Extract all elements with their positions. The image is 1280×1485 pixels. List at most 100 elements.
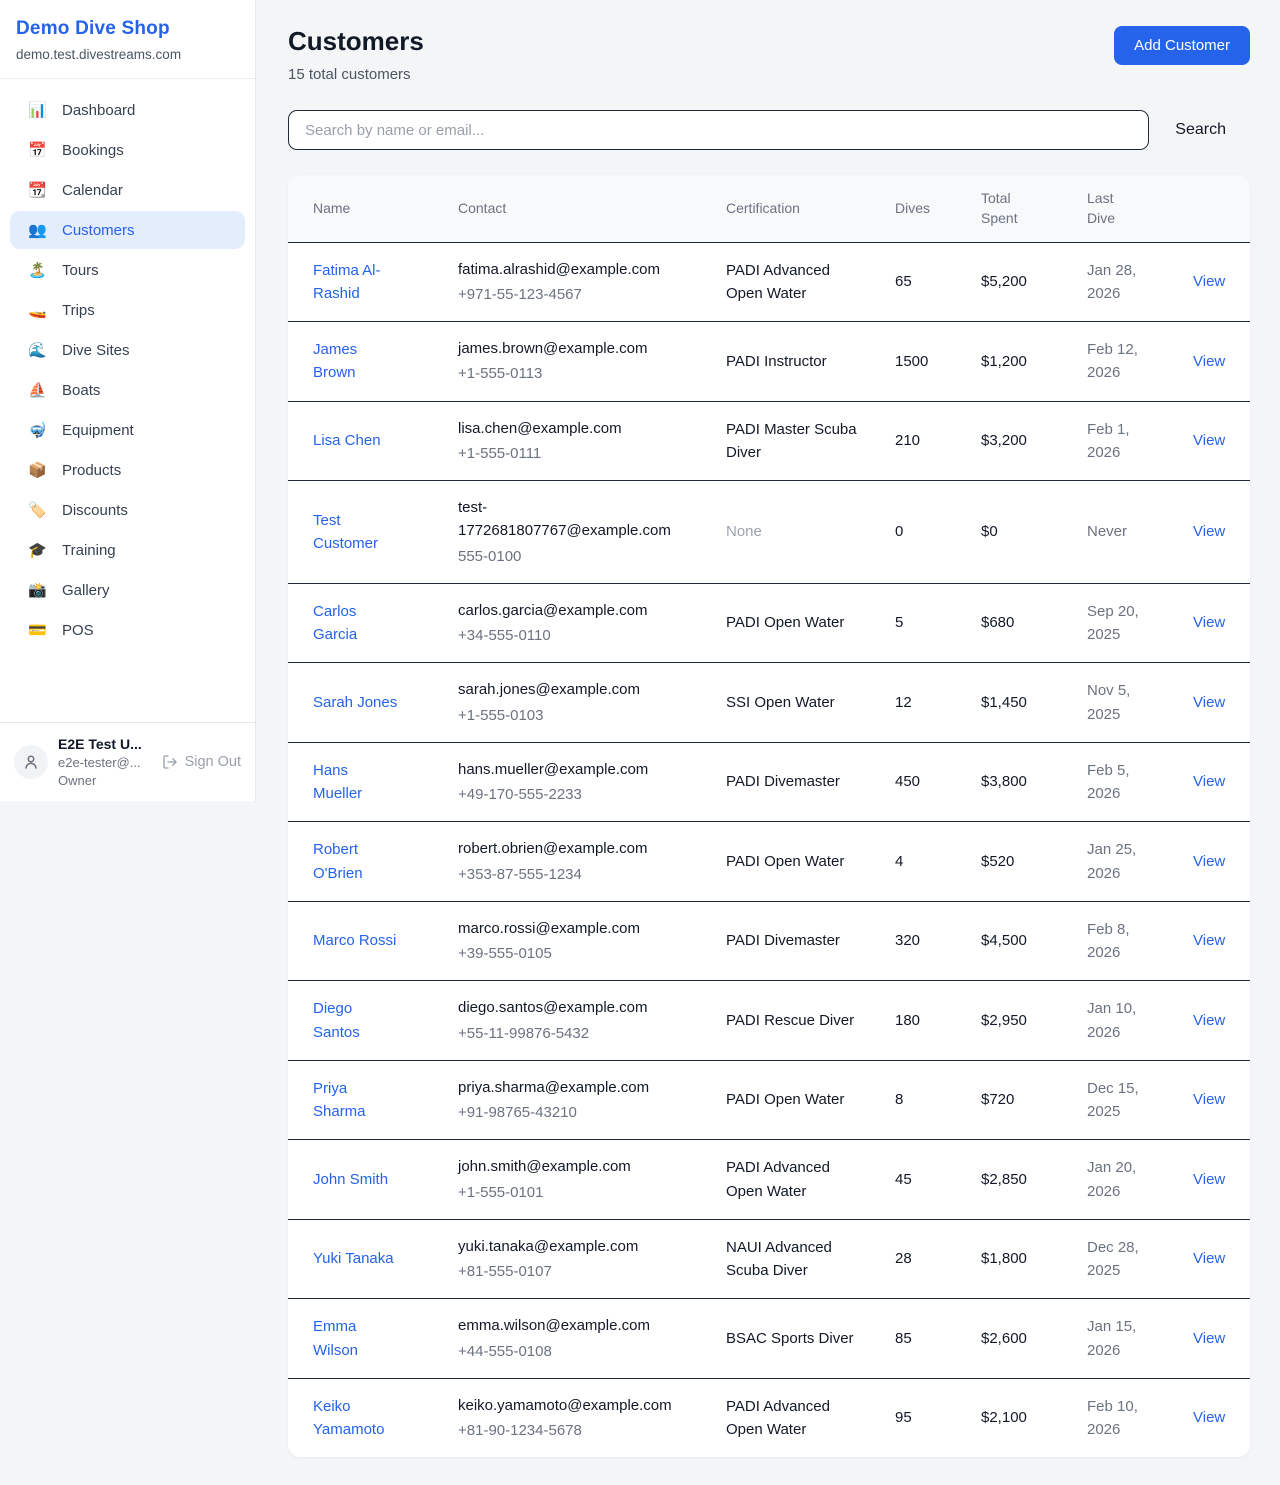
sidebar-item-training[interactable]: 🎓 Training (28, 541, 116, 560)
customer-phone: +91-98765-43210 (458, 1104, 577, 1122)
user-role: Owner (58, 773, 97, 788)
sidebar-item-equipment[interactable]: 🤿 Equipment (28, 421, 134, 440)
customer-last-dive: Never (1087, 523, 1128, 541)
sidebar-item-discounts[interactable]: 🏷️ Discounts (28, 501, 128, 520)
user-info: E2E Test U... e2e-tester@... Owner (58, 736, 152, 788)
customer-dives: 95 (895, 1409, 912, 1427)
table-row: Marco Rossi marco.rossi@example.com +39-… (288, 902, 1250, 982)
customer-phone: +34-555-0110 (458, 627, 551, 645)
customer-total-spent: $680 (981, 614, 1015, 632)
view-link[interactable]: View (1193, 1011, 1226, 1029)
customer-last-dive: Dec 28, 2025 (1087, 1238, 1139, 1280)
view-link[interactable]: View (1193, 273, 1226, 291)
sidebar-item-products[interactable]: 📦 Products (28, 461, 122, 480)
customer-email: robert.obrien@example.com (458, 840, 648, 858)
table-row: Fatima Al-Rashid fatima.alrashid@example… (288, 243, 1250, 323)
page-title: Customers (288, 26, 424, 56)
customer-email: test-1772681807767@example.com (458, 499, 671, 540)
column-header-actions (1168, 175, 1250, 242)
customer-total-spent: $1,450 (981, 693, 1027, 711)
view-link[interactable]: View (1193, 614, 1226, 632)
avatar (14, 745, 48, 779)
column-header-certification: Certification (726, 200, 800, 217)
customer-name-link[interactable]: Fatima Al-Rashid (313, 261, 381, 302)
sidebar-item-gallery[interactable]: 📸 Gallery (28, 581, 110, 600)
view-link[interactable]: View (1193, 523, 1226, 541)
sidebar-item-dashboard[interactable]: 📊 Dashboard (28, 101, 136, 120)
sidebar-item-pos[interactable]: 💳 POS (28, 621, 94, 640)
view-link[interactable]: View (1193, 1091, 1226, 1109)
view-link[interactable]: View (1193, 432, 1226, 450)
customer-email: james.brown@example.com (458, 340, 648, 358)
customer-dives: 0 (895, 523, 904, 541)
sidebar-item-calendar[interactable]: 📆 Calendar (28, 181, 123, 200)
customer-phone: +1-555-0113 (458, 365, 543, 383)
sidebar-item-trips[interactable]: 🚤 Trips (28, 301, 95, 320)
view-link[interactable]: View (1193, 352, 1226, 370)
customer-name-link[interactable]: Test Customer (313, 511, 379, 552)
search-input[interactable] (288, 110, 1150, 150)
table-row: Diego Santos diego.santos@example.com +5… (288, 981, 1250, 1061)
customer-dives: 65 (895, 273, 912, 291)
customer-last-dive: Sep 20, 2025 (1087, 602, 1139, 644)
customer-name-link[interactable]: Robert O'Brien (313, 841, 363, 882)
products-icon: 📦 (28, 462, 47, 479)
view-link[interactable]: View (1193, 1329, 1226, 1347)
sidebar-item-boats[interactable]: ⛵ Boats (28, 381, 101, 400)
customer-last-dive: Jan 28, 2026 (1087, 261, 1137, 302)
customer-name-link[interactable]: Keiko Yamamoto (313, 1397, 385, 1439)
table-header-row: Name Contact Certification Dives Total S… (288, 175, 1250, 243)
add-customer-button[interactable]: Add Customer (1114, 26, 1250, 65)
column-header-last-dive: Last Dive (1087, 190, 1116, 227)
customer-certification: PADI Advanced Open Water (726, 261, 830, 302)
gallery-icon: 📸 (28, 582, 47, 599)
customer-last-dive: Jan 15, 2026 (1087, 1318, 1137, 1359)
table-row: Test Customer test-1772681807767@example… (288, 481, 1250, 584)
view-link[interactable]: View (1193, 1170, 1226, 1188)
customer-email: sarah.jones@example.com (458, 681, 640, 699)
view-link[interactable]: View (1193, 773, 1226, 791)
customer-count: 15 total customers (288, 66, 411, 83)
customer-email: keiko.yamamoto@example.com (458, 1396, 672, 1414)
view-link[interactable]: View (1193, 852, 1226, 870)
sidebar-item-dive-sites[interactable]: 🌊 Dive Sites (28, 341, 130, 360)
customer-email: marco.rossi@example.com (458, 919, 640, 937)
customer-name-link[interactable]: Diego Santos (313, 1000, 360, 1041)
customer-name-link[interactable]: Lisa Chen (313, 432, 381, 450)
customer-name-link[interactable]: Emma Wilson (313, 1318, 359, 1359)
user-icon (25, 755, 37, 769)
customer-certification: PADI Master Scuba Diver (726, 420, 857, 461)
customer-phone: +1-555-0103 (458, 706, 544, 724)
view-link[interactable]: View (1193, 932, 1226, 950)
sidebar: Demo Dive Shop demo.test.divestreams.com… (0, 0, 256, 801)
customer-name-link[interactable]: John Smith (313, 1170, 389, 1188)
discounts-icon: 🏷️ (28, 502, 47, 519)
customer-name-link[interactable]: Sarah Jones (313, 693, 398, 711)
customer-total-spent: $1,800 (981, 1250, 1027, 1268)
sidebar-item-tours[interactable]: 🏝️ Tours (28, 261, 99, 280)
view-link[interactable]: View (1193, 1250, 1226, 1268)
table-row: Priya Sharma priya.sharma@example.com +9… (288, 1061, 1250, 1141)
pos-icon: 💳 (28, 622, 47, 639)
customer-name-link[interactable]: Carlos Garcia (313, 602, 358, 644)
column-header-name: Name (313, 200, 351, 217)
search-button[interactable]: Search (1149, 121, 1250, 139)
view-link[interactable]: View (1193, 693, 1226, 711)
page-title-block: Customers 15 total customers (288, 26, 424, 83)
customer-name-link[interactable]: James Brown (313, 341, 358, 382)
customer-last-dive: Jan 10, 2026 (1087, 1000, 1137, 1041)
customer-name-link[interactable]: Hans Mueller (313, 761, 363, 803)
customer-phone: 555-0100 (458, 547, 522, 565)
page-header: Customers 15 total customers Add Custome… (288, 26, 1250, 83)
customer-certification: PADI Instructor (726, 352, 827, 370)
sidebar-item-bookings[interactable]: 📅 Bookings (28, 141, 124, 160)
customer-email: emma.wilson@example.com (458, 1317, 650, 1335)
view-link[interactable]: View (1193, 1409, 1226, 1427)
customer-name-link[interactable]: Marco Rossi (313, 932, 397, 950)
sign-out-button[interactable]: Sign Out (162, 754, 241, 770)
sidebar-item-customers[interactable]: 👥 Customers (10, 211, 245, 249)
trips-icon: 🚤 (28, 302, 47, 319)
customer-name-link[interactable]: Priya Sharma (313, 1079, 366, 1121)
customer-name-link[interactable]: Yuki Tanaka (313, 1250, 394, 1268)
table-row: Keiko Yamamoto keiko.yamamoto@example.co… (288, 1379, 1250, 1458)
